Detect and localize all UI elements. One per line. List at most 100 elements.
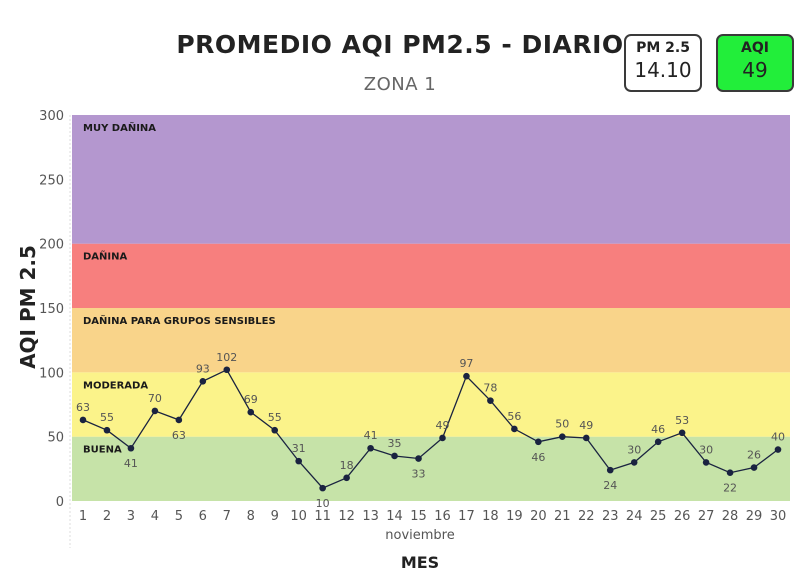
x-tick-9: 10 xyxy=(290,509,307,524)
data-point-23 xyxy=(630,459,638,466)
x-tick-12: 13 xyxy=(362,509,379,524)
x-tick-10: 11 xyxy=(314,509,331,524)
data-point-20 xyxy=(559,433,566,440)
data-label-24: 46 xyxy=(651,423,665,436)
data-label-21: 49 xyxy=(579,419,593,432)
data-label-18: 56 xyxy=(507,410,521,423)
data-label-15: 49 xyxy=(435,419,449,432)
band-3 xyxy=(72,243,790,308)
data-point-3 xyxy=(151,407,159,415)
data-point-19 xyxy=(535,438,542,446)
data-point-18 xyxy=(511,425,518,433)
data-point-6 xyxy=(223,366,231,374)
x-tick-4: 5 xyxy=(175,509,183,524)
data-point-29 xyxy=(774,446,782,453)
data-label-22: 24 xyxy=(603,479,617,492)
data-point-12 xyxy=(367,444,374,452)
data-label-12: 41 xyxy=(364,429,378,442)
x-tick-2: 3 xyxy=(127,509,135,524)
x-tick-29: 30 xyxy=(770,509,787,524)
data-point-14 xyxy=(415,455,422,462)
data-label-6: 102 xyxy=(216,351,237,364)
data-point-16 xyxy=(463,372,470,380)
data-label-29: 40 xyxy=(771,431,785,444)
data-label-9: 31 xyxy=(292,442,306,455)
x-tick-16: 17 xyxy=(458,509,475,524)
data-label-28: 26 xyxy=(747,449,761,462)
data-label-23: 30 xyxy=(627,443,641,456)
band-label-1: MODERADA xyxy=(83,380,148,391)
band-0 xyxy=(72,436,790,501)
data-point-28 xyxy=(750,464,758,471)
data-point-25 xyxy=(678,429,686,437)
band-2 xyxy=(72,308,790,373)
x-axis-month-label: noviembre xyxy=(385,528,455,543)
x-tick-17: 18 xyxy=(482,509,499,524)
x-tick-3: 4 xyxy=(151,509,159,524)
data-point-2 xyxy=(127,444,135,452)
band-1 xyxy=(72,372,790,437)
band-label-0: BUENA xyxy=(83,445,122,456)
data-point-26 xyxy=(702,459,710,466)
x-tick-26: 27 xyxy=(698,509,715,524)
aqi-card-value: 49 xyxy=(742,58,768,82)
y-tick-2: 100 xyxy=(39,366,64,381)
data-point-22 xyxy=(606,466,614,474)
data-point-17 xyxy=(487,397,494,404)
y-axis-label: AQI PM 2.5 xyxy=(16,245,40,369)
x-tick-0: 1 xyxy=(79,509,87,524)
y-tick-1: 50 xyxy=(47,431,64,446)
x-tick-18: 19 xyxy=(506,509,523,524)
band-label-4: MUY DAÑINA xyxy=(83,121,156,134)
band-4 xyxy=(72,115,790,244)
x-tick-21: 22 xyxy=(578,509,595,524)
x-tick-23: 24 xyxy=(626,509,643,524)
data-label-13: 35 xyxy=(388,437,402,450)
x-tick-7: 8 xyxy=(247,509,255,524)
data-label-7: 69 xyxy=(244,393,258,406)
band-label-2: DAÑINA PARA GRUPOS SENSIBLES xyxy=(83,314,276,327)
data-point-15 xyxy=(439,434,446,442)
pm25-card-value: 14.10 xyxy=(634,58,692,82)
data-point-1 xyxy=(103,426,111,434)
data-point-24 xyxy=(654,438,662,446)
data-point-0 xyxy=(79,416,87,424)
data-point-13 xyxy=(391,452,398,460)
data-point-27 xyxy=(726,469,734,476)
data-point-4 xyxy=(175,416,183,424)
data-label-26: 30 xyxy=(699,443,713,456)
data-point-21 xyxy=(582,434,590,442)
data-label-14: 33 xyxy=(412,468,426,481)
data-label-3: 70 xyxy=(148,392,162,405)
x-tick-13: 14 xyxy=(386,509,403,524)
data-label-16: 97 xyxy=(459,357,473,370)
data-label-8: 55 xyxy=(268,411,282,424)
data-label-11: 18 xyxy=(340,459,354,472)
band-label-3: DAÑINA xyxy=(83,250,127,263)
y-tick-6: 300 xyxy=(39,109,64,124)
data-label-0: 63 xyxy=(76,401,90,414)
x-tick-6: 7 xyxy=(223,509,231,524)
data-label-17: 78 xyxy=(483,382,497,395)
data-label-25: 53 xyxy=(675,414,689,427)
x-tick-15: 16 xyxy=(434,509,451,524)
y-tick-4: 200 xyxy=(39,238,64,253)
data-label-20: 50 xyxy=(555,418,569,431)
pm25-card-label: PM 2.5 xyxy=(636,40,690,56)
x-tick-25: 26 xyxy=(674,509,691,524)
x-tick-5: 6 xyxy=(199,509,207,524)
chart-subtitle: ZONA 1 xyxy=(363,74,437,95)
data-point-5 xyxy=(199,378,207,385)
data-point-8 xyxy=(271,426,279,434)
x-tick-1: 2 xyxy=(103,509,111,524)
chart-title: PROMEDIO AQI PM2.5 - DIARIO xyxy=(176,30,624,59)
y-tick-3: 150 xyxy=(39,302,64,317)
data-label-1: 55 xyxy=(100,411,114,424)
aqi-card-label: AQI xyxy=(741,40,769,56)
y-tick-5: 250 xyxy=(39,173,64,188)
data-label-19: 46 xyxy=(531,451,545,464)
x-tick-8: 9 xyxy=(271,509,279,524)
data-point-7 xyxy=(247,408,255,416)
data-label-5: 93 xyxy=(196,362,210,375)
